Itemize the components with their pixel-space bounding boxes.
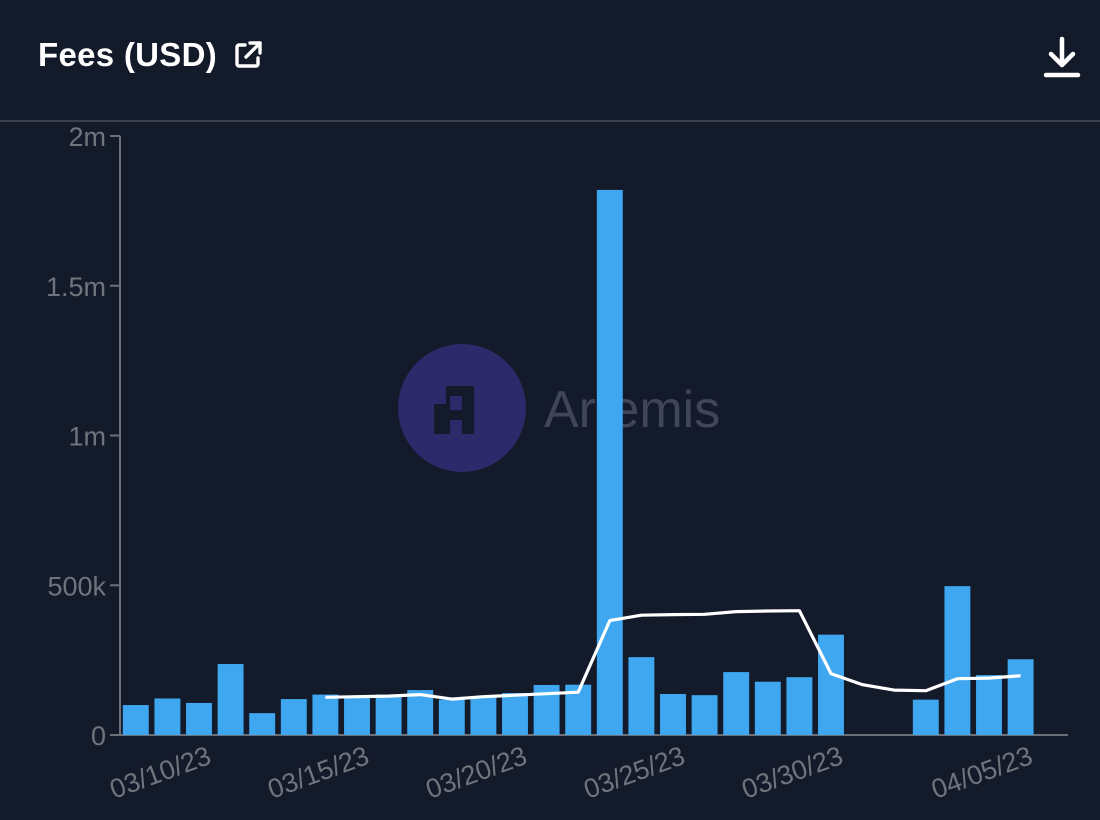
bar [438,699,465,735]
x-tick-label: 03/10/23 [106,740,215,804]
x-tick-label: 03/25/23 [580,740,689,804]
bar [217,664,244,735]
bar [944,586,971,735]
bar [280,699,307,735]
y-tick-label: 1.5m [46,272,106,302]
external-link-icon[interactable] [233,40,263,70]
bar [754,681,781,735]
bar [912,699,939,735]
bar [407,690,434,735]
y-tick-label: 0 [91,721,106,751]
bar [691,695,718,735]
x-tick-label: 03/30/23 [738,740,847,804]
bar [344,697,370,735]
bar [628,657,655,735]
bar-series [122,189,1034,735]
x-tick-label: 03/15/23 [264,740,373,804]
bar [976,675,1002,735]
title-group: Fees (USD) [38,36,263,74]
bar [122,705,149,735]
x-tick-label: 04/05/23 [927,740,1036,804]
moving-average-line [325,609,1021,701]
bar [312,694,339,735]
line-series [325,609,1021,701]
artemis-logo-glyph [434,386,474,434]
chart-header: Fees (USD) [0,0,1100,122]
watermark-text: Artemis [544,381,720,439]
bar [186,702,212,735]
bar [375,694,402,735]
bar [660,693,686,735]
bar [154,698,181,735]
bar [1007,659,1034,735]
bar [502,693,528,735]
bar [818,634,844,735]
bar [786,677,813,735]
chart-axes: 0 500k 1m 1.5m 2m [46,124,1068,751]
bar [470,696,497,735]
artemis-watermark: Artemis [398,344,720,472]
bar [249,713,276,735]
x-tick-label: 03/20/23 [422,740,531,804]
x-axis-labels: 03/10/23 03/15/23 03/20/23 03/25/23 03/30/23… [106,740,1037,804]
y-tick-label: 500k [47,571,106,601]
download-icon[interactable] [1042,36,1082,80]
bar [596,189,623,735]
y-tick-label: 1m [68,422,106,452]
y-tick-label: 2m [68,124,106,152]
bar [723,672,750,735]
chart-title: Fees (USD) [38,36,218,73]
